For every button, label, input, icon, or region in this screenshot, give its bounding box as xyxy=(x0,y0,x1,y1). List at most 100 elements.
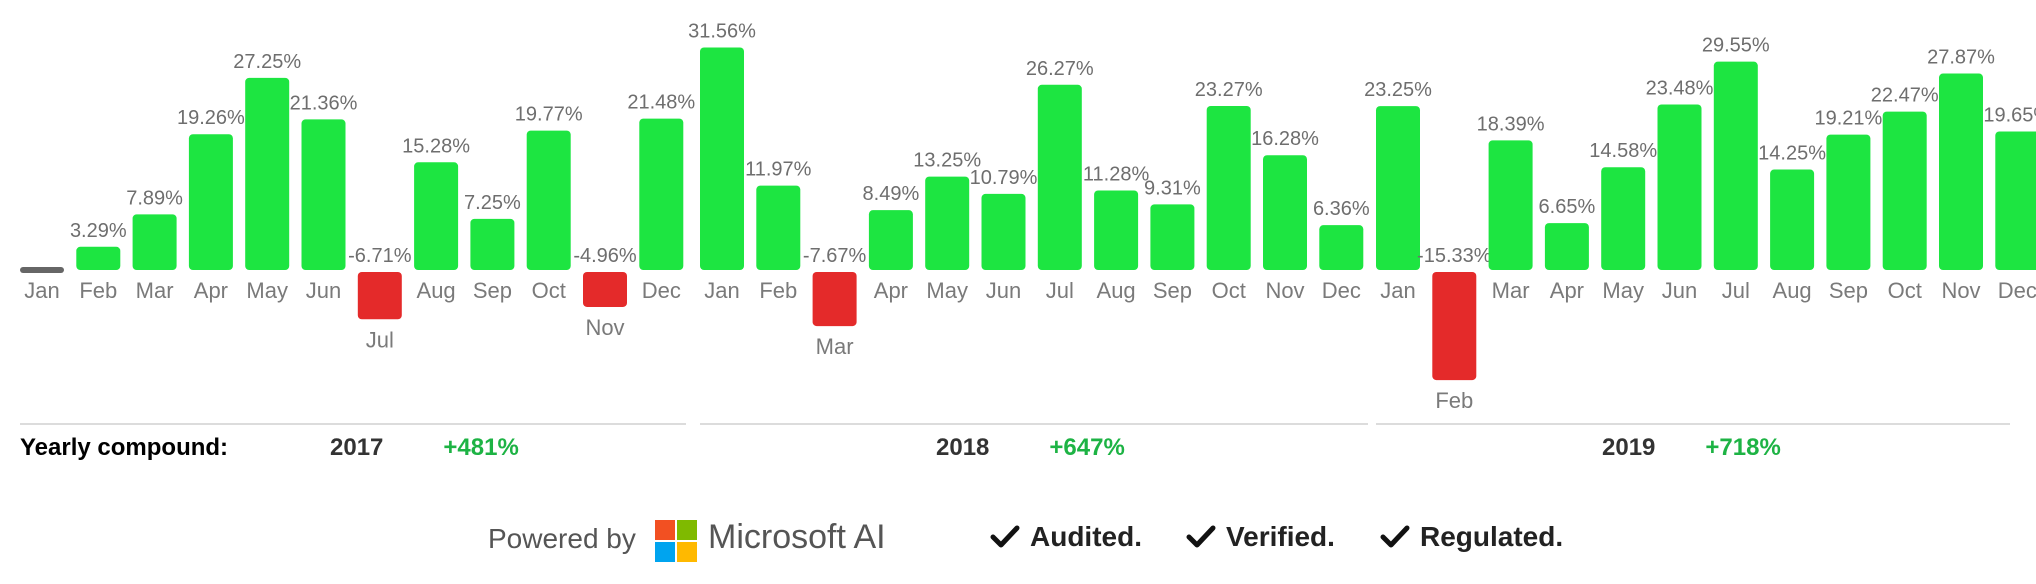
bar-2018-dec xyxy=(1319,225,1364,270)
summary-2018: 2018 +647% xyxy=(936,430,1125,466)
summary-gain-2019: +718% xyxy=(1705,434,1781,461)
bar-2019-apr xyxy=(1544,223,1589,270)
summary-year-2018: 2018 xyxy=(936,434,990,461)
bar-2017-mar xyxy=(132,214,177,270)
value-label-2017-feb: 3.29% xyxy=(70,220,127,242)
month-label-2017-apr: Apr xyxy=(194,278,228,303)
value-label-2018-oct: 23.27% xyxy=(1195,79,1263,101)
bar-2019-jul xyxy=(1713,61,1758,270)
month-label-2018-oct: Oct xyxy=(1212,278,1246,303)
month-label-2017-feb: Feb xyxy=(79,278,117,303)
value-label-2017-oct: 19.77% xyxy=(515,104,583,126)
value-label-2019-jul: 29.55% xyxy=(1702,35,1770,57)
month-label-2017-jan: Jan xyxy=(24,278,59,303)
month-label-2018-jun: Jun xyxy=(986,278,1021,303)
month-label-2019-may: May xyxy=(1602,278,1644,303)
summary-year-2019: 2019 xyxy=(1602,434,1656,461)
value-label-2018-dec: 6.36% xyxy=(1313,198,1370,220)
month-label-2018-aug: Aug xyxy=(1097,278,1136,303)
bar-2019-aug xyxy=(1770,169,1815,270)
bar-2017-jul xyxy=(357,272,402,320)
month-label-2019-jun: Jun xyxy=(1662,278,1697,303)
summary-year-2017: 2017 xyxy=(330,434,384,461)
bar-2018-mar xyxy=(812,272,857,327)
bar-2019-oct xyxy=(1882,111,1927,270)
bar-2019-jan xyxy=(1376,106,1420,271)
badge-audited: Audited. xyxy=(990,521,1142,553)
bar-2018-aug xyxy=(1094,190,1139,270)
bar-2017-may xyxy=(245,77,290,270)
value-label-2017-jun: 21.36% xyxy=(290,92,358,114)
yearly-compound-label: Yearly compound: xyxy=(20,434,229,461)
value-label-2019-feb: -15.33% xyxy=(1417,245,1492,267)
value-label-2018-may: 13.25% xyxy=(913,150,981,172)
value-label-2018-mar: -7.67% xyxy=(803,245,867,267)
value-label-2018-feb: 11.97% xyxy=(745,159,812,181)
value-label-2018-aug: 11.28% xyxy=(1083,163,1150,185)
month-label-2018-jan: Jan xyxy=(704,278,739,303)
yearly-compound-label-box: Yearly compound: xyxy=(20,430,228,466)
summary-2017: 2017 +481% xyxy=(330,430,519,466)
month-label-2019-aug: Aug xyxy=(1773,278,1812,303)
value-label-2017-may: 27.25% xyxy=(233,51,301,73)
bar-2017-aug xyxy=(414,162,459,270)
bar-2017-sep xyxy=(470,218,515,270)
microsoft-logo-icon xyxy=(655,520,697,562)
bar-2017-jan xyxy=(20,267,64,273)
value-label-2019-jan: 23.25% xyxy=(1364,79,1432,101)
bar-2018-oct xyxy=(1206,105,1251,270)
bar-2017-dec xyxy=(639,118,684,270)
summary-gain-2017: +481% xyxy=(443,434,519,461)
bar-2017-jun xyxy=(301,119,346,270)
value-label-2019-oct: 22.47% xyxy=(1871,85,1939,107)
bar-2019-jun xyxy=(1657,104,1702,270)
month-label-2017-jul: Jul xyxy=(366,327,394,352)
bar-2018-feb xyxy=(756,185,801,270)
value-label-2017-nov: -4.96% xyxy=(573,245,637,267)
value-label-2019-aug: 14.25% xyxy=(1758,143,1826,165)
month-label-2019-mar: Mar xyxy=(1492,278,1530,303)
month-label-2017-nov: Nov xyxy=(585,315,624,340)
bar-2019-may xyxy=(1601,167,1646,270)
badge-verified: Verified. xyxy=(1186,521,1335,553)
value-label-2019-mar: 18.39% xyxy=(1477,113,1545,135)
value-label-2019-may: 14.58% xyxy=(1589,140,1657,162)
month-label-2018-nov: Nov xyxy=(1265,278,1304,303)
value-label-2018-jun: 10.79% xyxy=(970,167,1038,189)
value-label-2019-apr: 6.65% xyxy=(1539,196,1596,218)
value-label-2017-aug: 15.28% xyxy=(402,135,470,157)
month-label-2019-sep: Sep xyxy=(1829,278,1868,303)
bar-2019-dec xyxy=(1995,131,2036,270)
summary-2019: 2019 +718% xyxy=(1602,430,1781,466)
value-label-2017-jul: -6.71% xyxy=(348,245,412,267)
month-label-2018-dec: Dec xyxy=(1322,278,1361,303)
checkmark-icon xyxy=(1380,525,1410,548)
month-label-2018-mar: Mar xyxy=(816,334,854,359)
month-label-2019-jan: Jan xyxy=(1380,278,1415,303)
value-label-2019-sep: 19.21% xyxy=(1814,108,1882,130)
footer: Powered by Microsoft AI Audited. Verifie… xyxy=(0,515,2036,565)
value-label-2019-dec: 19.65% xyxy=(1983,104,2036,126)
month-label-2017-jun: Jun xyxy=(306,278,341,303)
month-label-2017-oct: Oct xyxy=(532,278,566,303)
bar-2019-mar xyxy=(1488,140,1533,270)
month-label-2019-feb: Feb xyxy=(1435,388,1473,413)
bar-2019-nov xyxy=(1939,73,1983,270)
summary-gain-2018: +647% xyxy=(1049,434,1125,461)
month-label-2018-jul: Jul xyxy=(1046,278,1074,303)
month-label-2019-jul: Jul xyxy=(1722,278,1750,303)
value-label-2017-apr: 19.26% xyxy=(177,107,245,129)
value-label-2017-dec: 21.48% xyxy=(627,92,695,114)
bar-2018-nov xyxy=(1263,155,1307,270)
value-label-2017-sep: 7.25% xyxy=(464,192,521,214)
badge-regulated-label: Regulated. xyxy=(1420,521,1564,552)
bar-2018-may xyxy=(925,176,970,270)
value-label-2018-sep: 9.31% xyxy=(1144,177,1201,199)
month-label-2019-apr: Apr xyxy=(1550,278,1584,303)
value-label-2018-jan: 31.56% xyxy=(688,21,756,43)
powered-by-label: Powered by xyxy=(488,523,636,554)
bar-2018-jun xyxy=(981,193,1026,270)
value-label-2018-jul: 26.27% xyxy=(1026,58,1094,80)
month-label-2019-dec: Dec xyxy=(1998,278,2036,303)
month-label-2017-dec: Dec xyxy=(642,278,681,303)
